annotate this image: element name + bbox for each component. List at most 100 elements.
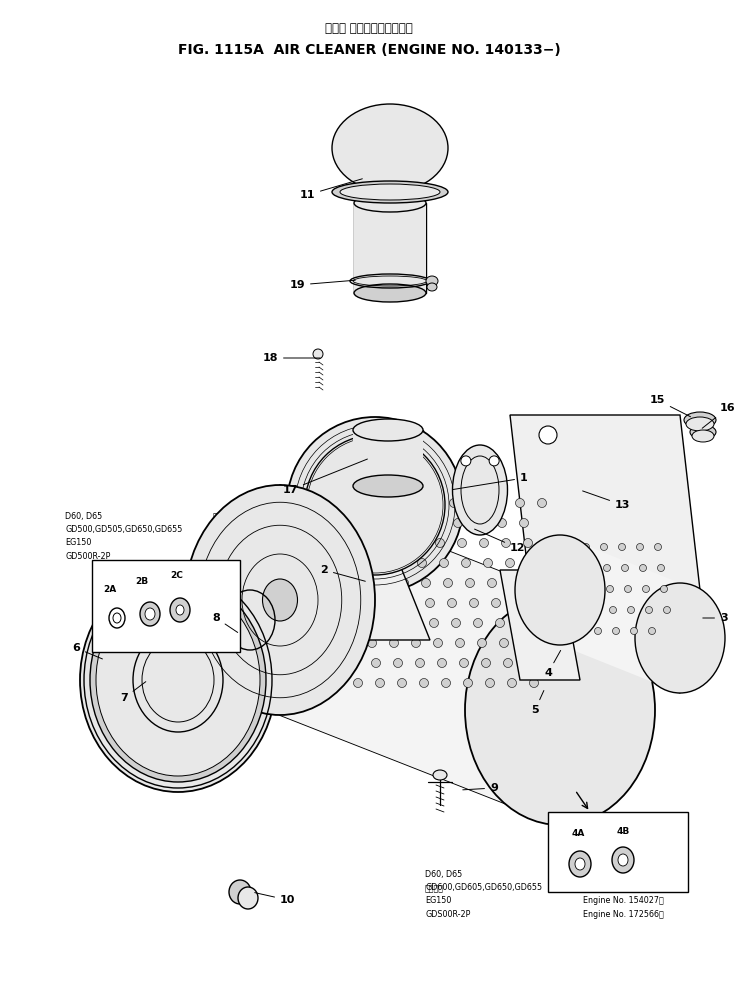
Ellipse shape — [238, 887, 258, 909]
Text: 4A: 4A — [571, 830, 584, 839]
Ellipse shape — [373, 559, 382, 568]
Ellipse shape — [317, 498, 326, 507]
Ellipse shape — [488, 579, 497, 587]
Ellipse shape — [516, 498, 525, 507]
Ellipse shape — [640, 565, 646, 572]
Ellipse shape — [342, 618, 351, 627]
Ellipse shape — [305, 435, 445, 575]
Ellipse shape — [390, 639, 399, 648]
Ellipse shape — [458, 538, 466, 548]
Ellipse shape — [618, 544, 626, 551]
Ellipse shape — [145, 608, 155, 620]
Ellipse shape — [469, 598, 478, 607]
Ellipse shape — [575, 858, 585, 870]
Ellipse shape — [378, 579, 387, 587]
Ellipse shape — [624, 585, 632, 592]
Ellipse shape — [539, 618, 548, 627]
Polygon shape — [353, 430, 423, 486]
Ellipse shape — [500, 639, 508, 648]
Text: 3: 3 — [703, 613, 728, 623]
Ellipse shape — [308, 559, 317, 568]
Ellipse shape — [140, 602, 160, 626]
Ellipse shape — [466, 579, 475, 587]
Ellipse shape — [635, 583, 725, 693]
Ellipse shape — [692, 430, 714, 442]
Ellipse shape — [371, 659, 381, 668]
Ellipse shape — [480, 538, 489, 548]
Ellipse shape — [646, 606, 652, 613]
Ellipse shape — [133, 628, 223, 732]
Ellipse shape — [334, 579, 342, 587]
Ellipse shape — [649, 627, 655, 635]
Ellipse shape — [517, 618, 526, 627]
Ellipse shape — [356, 579, 365, 587]
Text: D60, D65
GD500,GD505,GD650,GD655
EG150
GD500R-2P: D60, D65 GD500,GD505,GD650,GD655 EG150 G… — [65, 512, 182, 561]
Ellipse shape — [509, 579, 519, 587]
Ellipse shape — [610, 606, 616, 613]
Text: 4B: 4B — [616, 828, 630, 837]
Ellipse shape — [613, 627, 619, 635]
Ellipse shape — [568, 565, 574, 572]
Ellipse shape — [384, 498, 393, 507]
Text: 5: 5 — [531, 690, 544, 715]
Ellipse shape — [433, 639, 443, 648]
Ellipse shape — [525, 659, 534, 668]
Text: 17: 17 — [283, 459, 368, 495]
Polygon shape — [500, 570, 580, 680]
Ellipse shape — [601, 544, 607, 551]
Text: 4: 4 — [544, 651, 561, 678]
Text: Engine No. 146124〜
Engine No. 143418〜
Engine No. 154027〜
Engine No. 172566〜: Engine No. 146124〜 Engine No. 143418〜 En… — [213, 526, 294, 575]
Text: 1: 1 — [452, 473, 528, 490]
Ellipse shape — [690, 425, 716, 439]
Ellipse shape — [463, 678, 472, 687]
Ellipse shape — [520, 518, 528, 527]
Ellipse shape — [539, 561, 557, 579]
Text: 適用号機: 適用号機 — [425, 884, 444, 893]
Text: 2C: 2C — [170, 572, 184, 581]
Ellipse shape — [170, 598, 190, 622]
Text: 適用号機: 適用号機 — [213, 512, 232, 521]
Ellipse shape — [393, 659, 402, 668]
Ellipse shape — [427, 283, 437, 291]
Ellipse shape — [313, 349, 323, 359]
Ellipse shape — [461, 559, 471, 568]
Ellipse shape — [483, 559, 492, 568]
Text: 2: 2 — [320, 565, 365, 582]
Ellipse shape — [263, 579, 297, 621]
Ellipse shape — [353, 419, 423, 441]
Ellipse shape — [440, 559, 449, 568]
Ellipse shape — [658, 565, 664, 572]
Ellipse shape — [455, 639, 464, 648]
Ellipse shape — [322, 518, 331, 527]
Ellipse shape — [588, 585, 596, 592]
Ellipse shape — [421, 579, 430, 587]
Ellipse shape — [453, 518, 463, 527]
Ellipse shape — [461, 456, 471, 466]
Ellipse shape — [331, 678, 340, 687]
Ellipse shape — [351, 559, 360, 568]
Ellipse shape — [528, 559, 537, 568]
Text: 12: 12 — [475, 529, 525, 553]
Ellipse shape — [412, 639, 421, 648]
Ellipse shape — [96, 584, 260, 776]
Ellipse shape — [350, 659, 359, 668]
Polygon shape — [320, 540, 430, 640]
Ellipse shape — [396, 559, 404, 568]
Ellipse shape — [354, 284, 426, 302]
Ellipse shape — [340, 184, 440, 200]
Ellipse shape — [461, 456, 499, 524]
Bar — [92, 560, 240, 652]
Ellipse shape — [90, 578, 266, 782]
Ellipse shape — [492, 598, 500, 607]
Ellipse shape — [311, 579, 320, 587]
Ellipse shape — [515, 535, 605, 645]
Ellipse shape — [475, 518, 485, 527]
Text: 13: 13 — [582, 491, 630, 510]
Ellipse shape — [523, 538, 533, 548]
Text: 9: 9 — [463, 783, 498, 793]
Ellipse shape — [410, 518, 418, 527]
Ellipse shape — [323, 639, 333, 648]
Bar — [548, 812, 688, 892]
Text: 16: 16 — [702, 403, 736, 428]
Ellipse shape — [362, 498, 370, 507]
